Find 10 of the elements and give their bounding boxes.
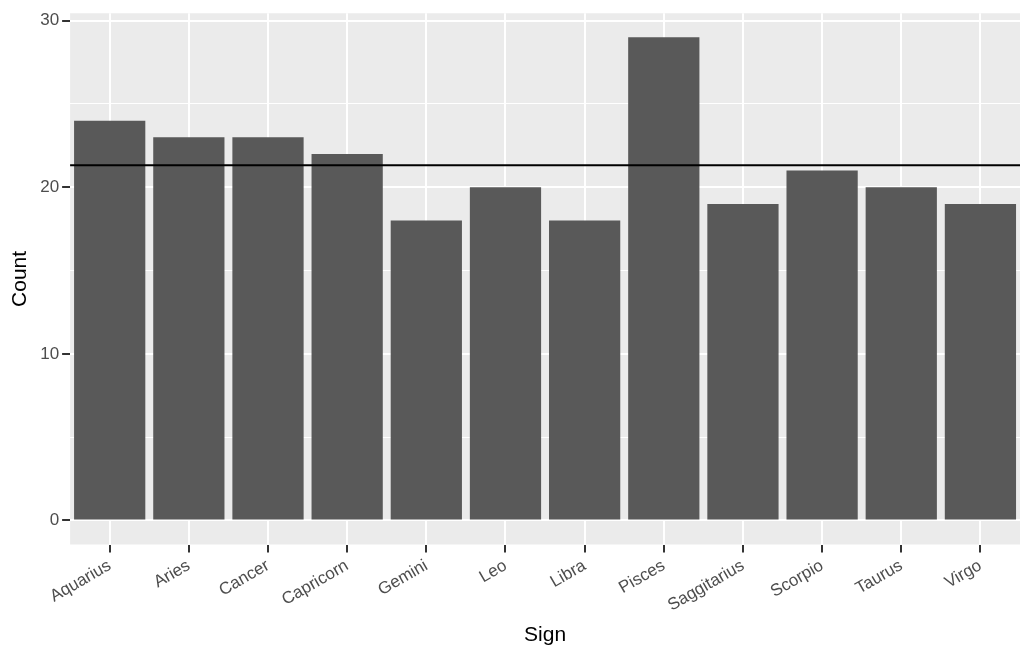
x-axis-title: Sign [524,622,567,646]
y-tick-label: 10 [40,343,60,363]
y-axis-title: Count [7,250,31,307]
y-tick-label: 20 [40,176,60,196]
y-tick-label: 30 [40,10,60,30]
x-tick-label: Libra [546,555,590,591]
x-tick-label: Aries [150,555,194,592]
x-tick-label: Virgo [941,555,985,592]
y-tick-label: 0 [49,510,60,530]
x-tick-label: Leo [475,555,510,587]
